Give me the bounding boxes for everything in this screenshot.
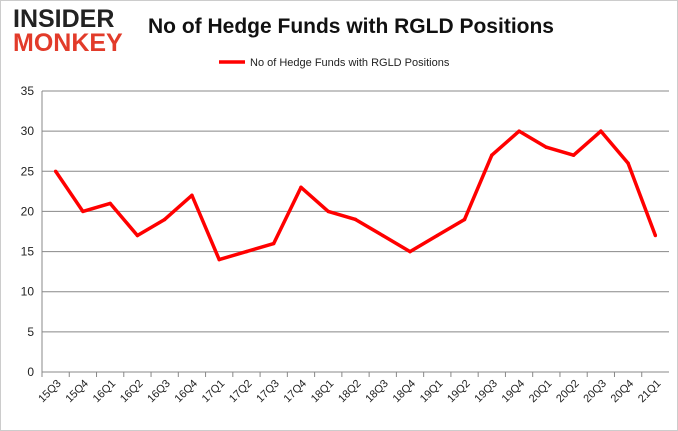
x-tick-label: 17Q4 xyxy=(282,378,310,406)
data-point xyxy=(626,161,630,165)
x-tick-label: 20Q2 xyxy=(554,378,582,406)
x-tick-label: 18Q1 xyxy=(309,378,337,406)
x-tick-label: 17Q2 xyxy=(227,378,255,406)
data-point xyxy=(53,169,58,173)
x-tick-label: 15Q3 xyxy=(36,378,64,406)
x-tick-label: 18Q3 xyxy=(363,378,391,406)
data-point xyxy=(571,153,576,157)
x-tick-label: 20Q4 xyxy=(609,378,637,406)
data-point xyxy=(490,153,494,157)
data-point xyxy=(108,201,112,206)
y-tick-label: 35 xyxy=(21,84,35,98)
x-tick-label: 19Q4 xyxy=(500,378,528,406)
x-tick-label: 16Q2 xyxy=(118,378,146,406)
x-tick-label: 19Q3 xyxy=(472,378,500,406)
data-point xyxy=(299,185,303,190)
x-tick-label: 17Q1 xyxy=(200,378,228,406)
data-point xyxy=(599,129,603,133)
data-point xyxy=(217,257,221,262)
x-tick-label: 18Q2 xyxy=(336,378,364,406)
y-tick-label: 20 xyxy=(21,204,35,218)
data-point xyxy=(544,145,549,149)
x-tick-label: 16Q4 xyxy=(173,378,201,406)
data-point xyxy=(381,233,385,238)
y-tick-label: 5 xyxy=(27,325,34,339)
series-line xyxy=(54,129,658,262)
y-tick-label: 15 xyxy=(21,245,35,259)
data-point xyxy=(326,209,330,214)
data-point xyxy=(435,233,439,238)
x-tick-label: 16Q3 xyxy=(145,378,173,406)
data-point xyxy=(653,233,658,238)
data-point xyxy=(408,249,412,254)
data-point xyxy=(190,193,194,198)
data-point xyxy=(272,241,276,246)
data-point xyxy=(462,217,467,222)
y-tick-label: 30 xyxy=(21,124,35,138)
x-tick-label: 18Q4 xyxy=(391,378,419,406)
data-point xyxy=(353,217,358,222)
y-tick-label: 0 xyxy=(27,365,34,379)
legend-label: No of Hedge Funds with RGLD Positions xyxy=(250,57,450,69)
chart-title: No of Hedge Funds with RGLD Positions xyxy=(148,15,554,38)
y-tick-label: 25 xyxy=(21,164,35,178)
x-tick-label: 20Q3 xyxy=(581,378,609,406)
data-point xyxy=(517,129,521,133)
y-tick-label: 10 xyxy=(21,285,35,299)
data-point xyxy=(162,217,167,222)
logo-line2: MONKEY xyxy=(13,29,123,57)
data-point xyxy=(244,249,249,254)
data-point xyxy=(135,233,140,238)
insider-monkey-logo: INSIDER MONKEY xyxy=(13,5,123,57)
x-tick-label: 16Q1 xyxy=(91,378,119,406)
x-tick-label: 19Q2 xyxy=(445,378,473,406)
x-tick-label: 19Q1 xyxy=(418,378,446,406)
x-tick-label: 21Q1 xyxy=(636,378,664,406)
logo-line1: INSIDER xyxy=(13,5,115,33)
data-point xyxy=(81,209,85,214)
x-tick-label: 15Q4 xyxy=(63,378,91,406)
x-tick-label: 20Q1 xyxy=(527,378,555,406)
x-tick-label: 17Q3 xyxy=(254,378,282,406)
